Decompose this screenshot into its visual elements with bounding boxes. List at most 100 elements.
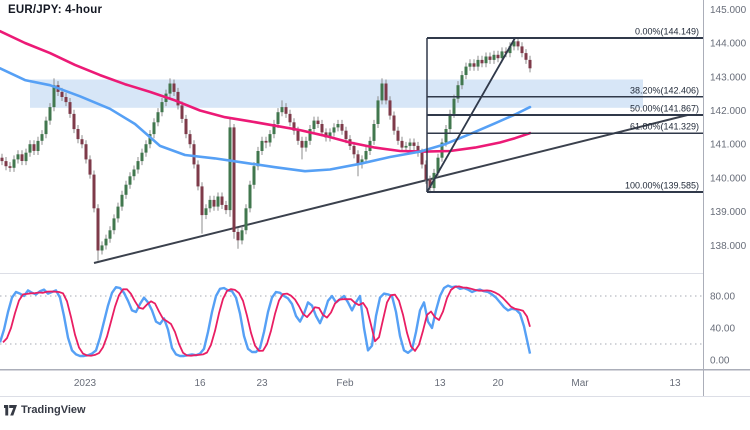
candle-body xyxy=(336,124,340,128)
price-axis-label: 144.000 xyxy=(710,39,747,50)
candle-body xyxy=(16,154,20,160)
tradingview-logo[interactable]: TradingView xyxy=(4,404,86,416)
price-axis-label: 138.000 xyxy=(710,241,747,252)
candle-body xyxy=(124,184,128,195)
candle-body xyxy=(204,208,208,215)
price-axis[interactable] xyxy=(703,0,750,396)
candle-body xyxy=(372,124,376,141)
resistance-band[interactable] xyxy=(30,79,643,108)
price-axis-label: 140.000 xyxy=(710,174,747,185)
candle-body xyxy=(508,46,512,54)
candle-body xyxy=(408,142,412,146)
candle-body xyxy=(192,144,196,165)
stochastic-d-line xyxy=(2,285,531,357)
candle-body xyxy=(72,113,76,130)
candle-body xyxy=(520,46,524,54)
candle-body xyxy=(476,59,480,67)
ma-blue xyxy=(0,67,532,173)
price-axis-label: 141.000 xyxy=(710,140,747,151)
candle-body xyxy=(328,132,332,138)
candle-body xyxy=(412,142,416,146)
candle-body xyxy=(116,206,120,219)
candle-body xyxy=(292,122,296,131)
candle-body xyxy=(160,102,164,113)
price-axis-label: 145.000 xyxy=(710,5,747,16)
ma-pink xyxy=(0,29,532,153)
candle-body xyxy=(216,196,220,207)
candle-body xyxy=(28,144,32,153)
candle-body xyxy=(12,159,16,168)
candle-body xyxy=(380,83,384,101)
time-axis-label: Feb xyxy=(336,378,354,389)
candle-body xyxy=(444,129,448,143)
candle-body xyxy=(188,134,192,145)
candle-body xyxy=(424,164,428,180)
candle-body xyxy=(208,199,212,209)
candle-body xyxy=(344,130,348,140)
candle-body xyxy=(104,238,108,246)
fib-level-label: 61.80%(141.329) xyxy=(630,122,699,132)
candle-body xyxy=(332,127,336,133)
time-axis-label: 13 xyxy=(434,378,446,389)
candle-body xyxy=(240,230,244,241)
candle-body xyxy=(524,53,528,60)
candle-body xyxy=(52,85,56,108)
candle-body xyxy=(148,134,152,145)
time-axis-label: 13 xyxy=(669,378,681,389)
candle-body xyxy=(60,91,64,97)
candle-body xyxy=(168,83,172,94)
candle-body xyxy=(244,208,248,231)
candle-body xyxy=(136,161,140,170)
oscillator-axis-label: 80.00 xyxy=(710,292,735,303)
candle-body xyxy=(272,124,276,135)
candle-body xyxy=(268,134,272,143)
candle-body xyxy=(232,127,236,232)
candle-body xyxy=(340,124,344,131)
price-axis-label: 139.000 xyxy=(710,207,747,218)
candle-body xyxy=(264,140,268,143)
candle-body xyxy=(356,154,360,165)
time-axis-label: 23 xyxy=(256,378,268,389)
candle-body xyxy=(388,100,392,116)
candle-body xyxy=(288,113,292,123)
price-axis-label: 143.000 xyxy=(710,72,747,83)
candle-body xyxy=(352,145,356,155)
candle-body xyxy=(48,107,52,121)
candle-body xyxy=(496,54,500,59)
rising-trendline[interactable] xyxy=(93,113,689,264)
candle-body xyxy=(156,112,160,123)
candle-body xyxy=(500,51,504,59)
candle-body xyxy=(76,129,80,140)
candle-body xyxy=(140,152,144,162)
candle-body xyxy=(396,130,400,141)
candle-body xyxy=(20,154,24,161)
candle-body xyxy=(480,59,484,64)
candle-body xyxy=(308,129,312,141)
candle-body xyxy=(528,59,532,69)
candle-body xyxy=(108,230,112,239)
fib-level-label: 50.00%(141.867) xyxy=(630,104,699,114)
chart-title: EUR/JPY: 4-hour xyxy=(8,4,103,16)
candle-body xyxy=(68,102,72,114)
candle-body xyxy=(460,75,464,86)
candle-body xyxy=(492,54,496,60)
candle-body xyxy=(36,140,40,151)
candle-body xyxy=(452,98,456,114)
candle-body xyxy=(400,140,404,148)
candle-body xyxy=(200,186,204,216)
candle-body xyxy=(128,176,132,185)
time-axis-label: 2023 xyxy=(74,378,97,389)
candle-body xyxy=(448,113,452,130)
candle-body xyxy=(304,140,308,148)
candle-body xyxy=(436,157,440,173)
candle-body xyxy=(468,63,472,67)
price-axis-label: 142.000 xyxy=(710,106,747,117)
candle-body xyxy=(8,166,12,168)
candle-body xyxy=(40,134,44,141)
candle-body xyxy=(360,159,364,165)
candle-body xyxy=(152,122,156,135)
candle-body xyxy=(384,83,388,101)
candle-body xyxy=(80,139,84,145)
